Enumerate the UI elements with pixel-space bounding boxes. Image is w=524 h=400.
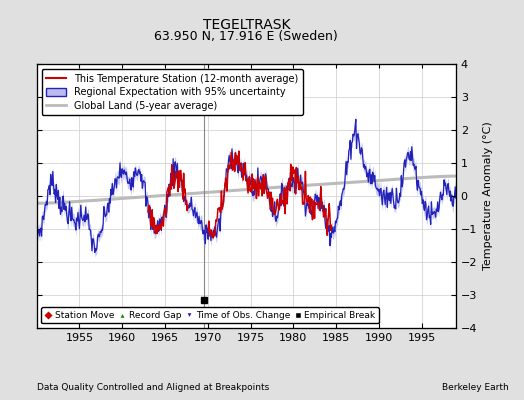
Text: TEGELTRASK: TEGELTRASK bbox=[203, 18, 290, 32]
Text: 63.950 N, 17.916 E (Sweden): 63.950 N, 17.916 E (Sweden) bbox=[155, 30, 338, 43]
Legend: Station Move, Record Gap, Time of Obs. Change, Empirical Break: Station Move, Record Gap, Time of Obs. C… bbox=[41, 307, 379, 324]
Y-axis label: Temperature Anomaly (°C): Temperature Anomaly (°C) bbox=[483, 122, 493, 270]
Text: Data Quality Controlled and Aligned at Breakpoints: Data Quality Controlled and Aligned at B… bbox=[37, 383, 269, 392]
Text: Berkeley Earth: Berkeley Earth bbox=[442, 383, 508, 392]
